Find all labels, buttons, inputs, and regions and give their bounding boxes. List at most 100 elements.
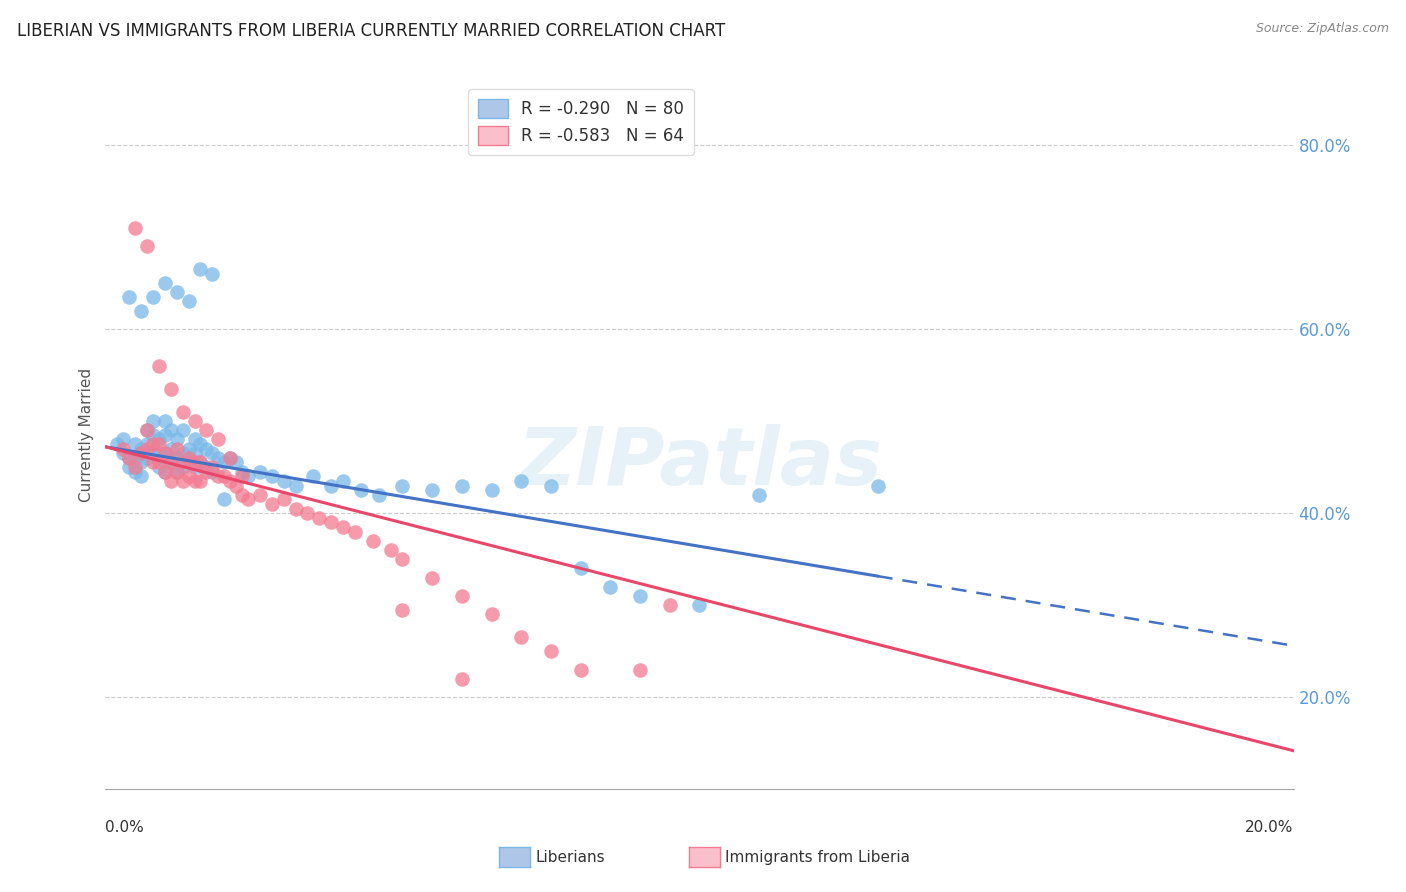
- Point: [112, 442, 135, 456]
- Point: [201, 446, 224, 460]
- Point: [284, 501, 307, 516]
- Point: [343, 524, 366, 539]
- Point: [172, 423, 194, 437]
- Point: [273, 474, 295, 488]
- Point: [190, 474, 212, 488]
- Point: [214, 469, 236, 483]
- Point: [153, 414, 176, 428]
- Point: [183, 433, 205, 447]
- Point: [308, 510, 330, 524]
- Point: [510, 631, 533, 645]
- Point: [569, 663, 592, 677]
- Point: [183, 474, 205, 488]
- Point: [260, 497, 283, 511]
- Point: [380, 543, 402, 558]
- Point: [249, 465, 271, 479]
- Point: [866, 478, 889, 492]
- Point: [142, 428, 165, 442]
- Point: [540, 644, 562, 658]
- Point: [124, 220, 146, 235]
- Point: [689, 599, 711, 613]
- Point: [118, 450, 141, 465]
- Point: [136, 450, 159, 465]
- Point: [112, 433, 135, 447]
- Point: [105, 437, 128, 451]
- Point: [172, 460, 194, 475]
- Point: [195, 442, 218, 456]
- Point: [450, 589, 472, 603]
- Point: [148, 446, 170, 460]
- Point: [367, 488, 389, 502]
- Point: [207, 469, 229, 483]
- Point: [195, 465, 218, 479]
- Point: [628, 589, 651, 603]
- Point: [159, 455, 181, 469]
- Point: [136, 442, 159, 456]
- Point: [153, 446, 176, 460]
- Point: [219, 474, 242, 488]
- Point: [190, 455, 212, 469]
- Point: [159, 442, 181, 456]
- Point: [136, 437, 159, 451]
- Point: [225, 478, 247, 492]
- Point: [481, 483, 503, 497]
- Point: [391, 478, 413, 492]
- Point: [129, 303, 152, 318]
- Point: [177, 450, 200, 465]
- Point: [148, 359, 170, 373]
- Point: [159, 455, 181, 469]
- Point: [118, 450, 141, 465]
- Legend: R = -0.290   N = 80, R = -0.583   N = 64: R = -0.290 N = 80, R = -0.583 N = 64: [468, 88, 693, 155]
- Point: [190, 262, 212, 277]
- Point: [153, 465, 176, 479]
- Point: [201, 460, 224, 475]
- Point: [148, 433, 170, 447]
- Point: [129, 455, 152, 469]
- Point: [148, 460, 170, 475]
- Y-axis label: Currently Married: Currently Married: [79, 368, 94, 502]
- Point: [153, 446, 176, 460]
- Point: [177, 455, 200, 469]
- Point: [231, 469, 253, 483]
- Point: [136, 423, 159, 437]
- Point: [172, 474, 194, 488]
- Point: [391, 603, 413, 617]
- Point: [183, 446, 205, 460]
- Point: [350, 483, 373, 497]
- Point: [177, 469, 200, 483]
- Point: [172, 446, 194, 460]
- Point: [166, 465, 188, 479]
- Point: [450, 478, 472, 492]
- Point: [142, 446, 165, 460]
- Text: ZIPatlas: ZIPatlas: [517, 425, 882, 502]
- Point: [124, 450, 146, 465]
- Point: [183, 455, 205, 469]
- Point: [236, 469, 259, 483]
- Point: [420, 483, 443, 497]
- Point: [332, 474, 354, 488]
- Point: [177, 294, 200, 309]
- Point: [361, 533, 384, 548]
- Point: [748, 488, 770, 502]
- Point: [129, 469, 152, 483]
- Point: [321, 516, 343, 530]
- Point: [231, 488, 253, 502]
- Point: [153, 276, 176, 290]
- Text: Liberians: Liberians: [536, 850, 606, 864]
- Text: LIBERIAN VS IMMIGRANTS FROM LIBERIA CURRENTLY MARRIED CORRELATION CHART: LIBERIAN VS IMMIGRANTS FROM LIBERIA CURR…: [17, 22, 725, 40]
- Point: [177, 442, 200, 456]
- Point: [153, 428, 176, 442]
- Point: [450, 672, 472, 686]
- Point: [249, 488, 271, 502]
- Point: [420, 571, 443, 585]
- Point: [273, 492, 295, 507]
- Point: [148, 455, 170, 469]
- Point: [658, 599, 681, 613]
- Point: [201, 465, 224, 479]
- Point: [201, 267, 224, 281]
- Point: [190, 455, 212, 469]
- Point: [148, 437, 170, 451]
- Point: [569, 561, 592, 575]
- Point: [481, 607, 503, 622]
- Point: [153, 465, 176, 479]
